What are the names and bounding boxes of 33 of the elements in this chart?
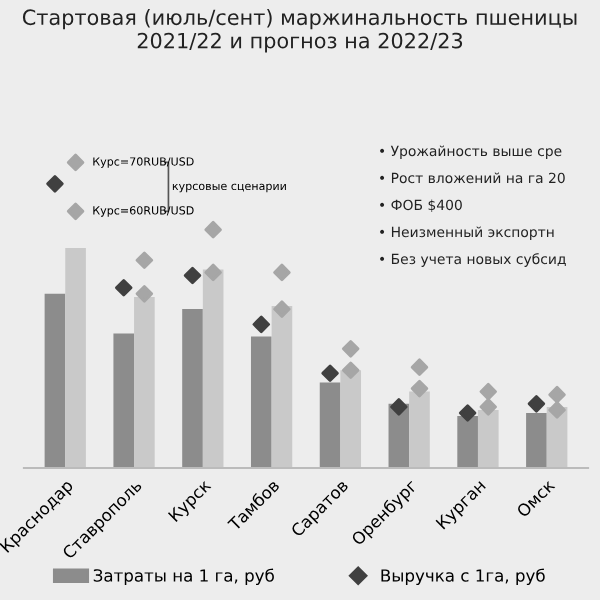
bar [202, 269, 224, 468]
legend-label: Затраты на 1 га, руб [93, 568, 274, 585]
point [135, 251, 154, 269]
bar [409, 391, 430, 468]
point [341, 361, 360, 379]
bar [44, 293, 66, 468]
bar [319, 382, 341, 468]
bar [271, 306, 293, 468]
bar [457, 416, 478, 468]
point [273, 300, 291, 318]
point [204, 220, 222, 239]
point [273, 263, 291, 282]
chart-title: Стартовая (июль/сент) маржинальность пшеницы 2021/22 и прогноз на 2022/23 [22, 9, 577, 53]
point [410, 358, 429, 376]
point [479, 382, 498, 401]
point [341, 340, 360, 358]
bar [134, 296, 155, 468]
bar [113, 333, 135, 468]
legend-label: Выручка с 1га, руб [381, 568, 545, 585]
point [204, 263, 222, 282]
point [479, 398, 498, 416]
bar [250, 336, 272, 468]
point [66, 153, 85, 172]
point [548, 401, 566, 419]
bar [182, 309, 203, 468]
bar [526, 413, 547, 468]
bar [340, 370, 362, 468]
bar [65, 248, 86, 468]
point [135, 285, 154, 303]
point [66, 202, 85, 221]
point [410, 379, 429, 398]
point [548, 385, 566, 404]
bar [477, 409, 499, 468]
